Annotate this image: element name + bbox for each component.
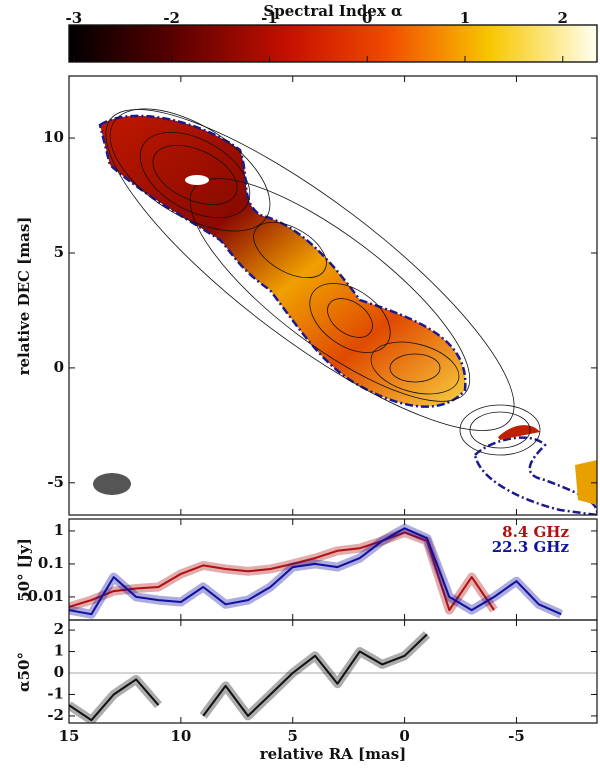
series-line: [69, 531, 495, 612]
y-tick-label: -5: [47, 473, 64, 491]
series-band: [69, 634, 584, 720]
x-tick-label: 0: [399, 727, 409, 745]
x-axis-label: relative RA [mas]: [260, 745, 407, 763]
series-line: [69, 527, 562, 616]
series-line: [69, 634, 584, 720]
y-tick-label: -2: [47, 706, 64, 724]
x-tick-label: -2: [163, 9, 180, 27]
colorbar-title: Spectral Index α: [263, 2, 403, 20]
y-tick-label: -1: [47, 684, 64, 702]
y-tick-label: 1: [54, 642, 64, 660]
y-tick-label: 2: [54, 620, 64, 638]
x-tick-label: -3: [66, 9, 83, 27]
y-tick-label: 0: [54, 663, 64, 681]
panel-frame: [68, 24, 598, 63]
y-axis-label: α50°: [15, 652, 33, 692]
panel-frame: [68, 75, 598, 516]
y-axis-label: relative DEC [mas]: [15, 217, 33, 376]
x-tick-label: 10: [170, 727, 191, 745]
y-tick-label: 1: [54, 521, 64, 539]
y-tick-label: 0: [54, 358, 64, 376]
x-tick-label: -5: [508, 727, 525, 745]
x-tick-label: 5: [288, 727, 298, 745]
colorbar: [68, 24, 598, 63]
x-tick-label: 0: [362, 9, 372, 27]
x-tick-label: -1: [261, 9, 278, 27]
y-tick-label: 10: [43, 128, 64, 146]
map-image: [93, 108, 597, 515]
legend-label: 22.3 GHz: [492, 538, 570, 556]
x-tick-label: 1: [460, 9, 470, 27]
y-tick-label: 0.1: [38, 554, 64, 572]
y-tick-label: 0.01: [27, 587, 64, 605]
y-tick-label: 5: [54, 243, 64, 261]
x-tick-label: 2: [558, 9, 568, 27]
x-tick-label: 15: [59, 727, 80, 745]
y-axis-label: 50° [Jy]: [15, 538, 33, 602]
legend-label: 8.4 GHz: [502, 523, 569, 541]
panel-frame: [68, 619, 598, 724]
